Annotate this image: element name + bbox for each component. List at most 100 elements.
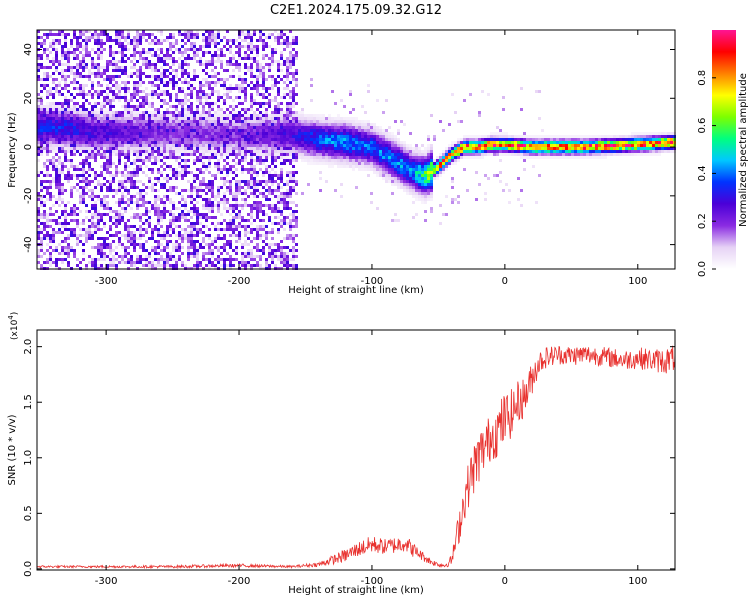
spectrogram-cell	[91, 225, 94, 228]
spectrogram-cell	[103, 141, 106, 144]
spectrogram-cell	[181, 51, 184, 54]
spectrogram-cell	[136, 39, 139, 42]
spectrogram-cell	[121, 150, 124, 153]
spectrogram-cell	[223, 183, 226, 186]
spectrogram-cell	[154, 129, 157, 132]
spectrogram-cell	[250, 126, 253, 129]
spectrogram-cell	[91, 246, 94, 249]
spectrogram-cell	[190, 123, 193, 126]
spectrogram-cell	[100, 75, 103, 78]
spectrogram-cell	[70, 177, 73, 180]
spectrogram-cell	[223, 195, 226, 198]
spectrogram-cell	[97, 84, 100, 87]
spectrogram-cell	[49, 210, 52, 213]
spectrogram-cell	[166, 81, 169, 84]
spectrogram-cell	[127, 120, 130, 123]
spectrogram-cell	[73, 186, 76, 189]
spectrogram-cell	[220, 213, 223, 216]
spectrogram-cell	[37, 159, 40, 162]
spectrogram-cell	[97, 174, 100, 177]
spectrogram-cell	[250, 177, 253, 180]
spectrogram-cell	[181, 168, 184, 171]
spectrogram-cell	[232, 147, 235, 150]
spectrogram-cell	[169, 81, 172, 84]
spectrogram-cell	[187, 54, 190, 57]
spectrogram-cell	[232, 228, 235, 231]
spectrogram-cell	[64, 54, 67, 57]
spectrogram-cell	[280, 258, 283, 261]
spectrogram-cell	[340, 165, 343, 168]
spectrogram-cell	[214, 141, 217, 144]
spectrogram-cell	[271, 150, 274, 153]
spectrogram-cell	[214, 51, 217, 54]
spectrogram-cell	[112, 138, 115, 141]
spectrogram-cell	[88, 117, 91, 120]
spectrogram-cell	[133, 66, 136, 69]
spectrogram-cell	[283, 114, 286, 117]
spectrogram-cell	[262, 84, 265, 87]
spectrogram-cell	[112, 255, 115, 258]
spectrogram-cell	[292, 132, 295, 135]
spectrogram-cell	[112, 195, 115, 198]
spectrogram-cell	[196, 111, 199, 114]
spectrogram-cell	[361, 132, 364, 135]
spectrogram-cell	[85, 99, 88, 102]
spectrogram-cell	[151, 153, 154, 156]
spectrogram-cell	[175, 135, 178, 138]
spectrogram-cell	[289, 108, 292, 111]
spectrogram-cell	[85, 117, 88, 120]
spectrogram-cell	[298, 123, 301, 126]
spectrogram-cell	[376, 132, 379, 135]
spectrogram-cell	[94, 156, 97, 159]
spectrogram-cell	[160, 258, 163, 261]
spectrogram-cell	[250, 258, 253, 261]
spectrogram-cell	[217, 48, 220, 51]
spectrogram-cell	[73, 66, 76, 69]
spectrogram-cell	[184, 147, 187, 150]
spectrogram-cell	[145, 144, 148, 147]
spectrogram-cell	[193, 129, 196, 132]
spectrogram-cell	[196, 51, 199, 54]
spectrogram-cell	[178, 174, 181, 177]
spectrogram-cell	[52, 42, 55, 45]
spectrogram-cell	[91, 48, 94, 51]
spectrogram-cell	[73, 207, 76, 210]
spectrogram-cell	[220, 126, 223, 129]
spectrogram-cell	[79, 240, 82, 243]
spectrogram-cell	[127, 252, 130, 255]
spectrogram-cell	[181, 204, 184, 207]
spectrogram-cell	[283, 60, 286, 63]
spectrogram-cell	[103, 117, 106, 120]
spectrogram-cell	[181, 123, 184, 126]
spectrogram-cell	[157, 177, 160, 180]
spectrogram-cell	[76, 234, 79, 237]
spectrogram-cell	[70, 111, 73, 114]
spectrogram-cell	[172, 219, 175, 222]
spectrogram-cell	[115, 84, 118, 87]
spectrogram-cell	[70, 165, 73, 168]
spectrogram-cell	[292, 87, 295, 90]
spectrogram-cell	[277, 246, 280, 249]
spectrogram-cell	[151, 48, 154, 51]
spectrogram-cell	[58, 252, 61, 255]
spectrogram-cell	[247, 135, 250, 138]
spectrogram-cell	[277, 243, 280, 246]
spectrogram-cell	[193, 111, 196, 114]
spectrogram-cell	[94, 33, 97, 36]
spectrogram-cell	[289, 174, 292, 177]
spectrogram-cell	[100, 147, 103, 150]
spectrogram-cell	[223, 69, 226, 72]
spectrogram-cell	[49, 144, 52, 147]
spectrogram-cell	[334, 117, 337, 120]
spectrogram-cell	[40, 105, 43, 108]
spectrogram-cell	[250, 48, 253, 51]
spectrogram-cell	[157, 30, 160, 33]
spectrogram-cell	[199, 138, 202, 141]
spectrogram-cell	[331, 150, 334, 153]
spectrogram-cell	[205, 99, 208, 102]
spectrogram-cell	[193, 126, 196, 129]
spectrogram-cell	[211, 135, 214, 138]
spectrogram-cell	[172, 186, 175, 189]
spectrogram-cell	[244, 192, 247, 195]
spectrogram-cell	[196, 114, 199, 117]
